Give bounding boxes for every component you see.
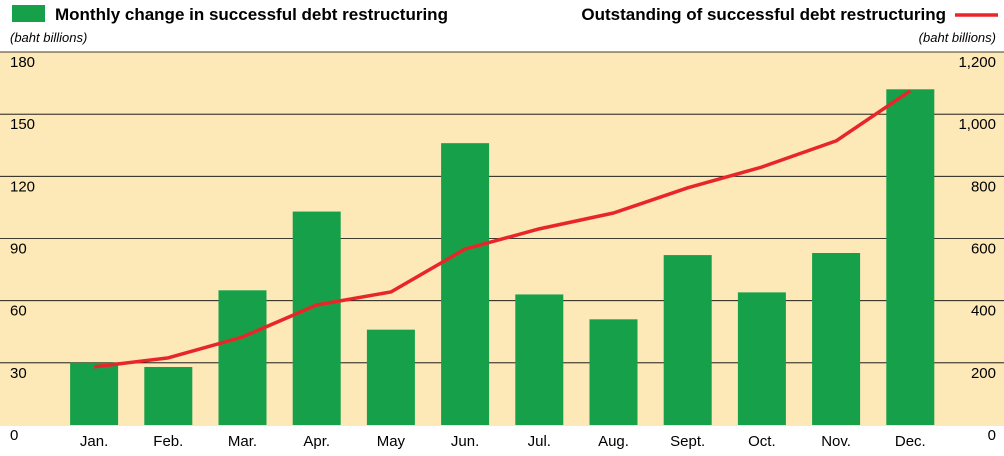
bar	[663, 255, 712, 425]
bar	[70, 362, 119, 425]
y-tick-label: 0	[10, 427, 18, 444]
y2-tick-label: 600	[971, 241, 996, 258]
y2-tick-label: 200	[971, 365, 996, 382]
bar	[589, 319, 638, 425]
y2-tick-label: 1,000	[958, 116, 996, 133]
legend-label: Monthly change in successful debt restru…	[55, 5, 448, 24]
y2-tick-label: 400	[971, 303, 996, 320]
y2-tick-label: 1,200	[958, 54, 996, 71]
bar	[441, 143, 490, 425]
bar	[144, 366, 193, 425]
y-tick-label: 120	[10, 178, 35, 195]
y-tick-label: 90	[10, 241, 27, 258]
bar	[366, 329, 415, 425]
y-tick-label: 60	[10, 303, 27, 320]
x-tick-label: Jul.	[528, 433, 551, 450]
x-tick-label: Nov.	[821, 433, 851, 450]
y-tick-label: 30	[10, 365, 27, 382]
x-tick-label: Oct.	[748, 433, 776, 450]
y2-tick-label: 0	[988, 427, 996, 444]
x-tick-label: Apr.	[303, 433, 330, 450]
legend-swatch	[12, 5, 45, 22]
y2-axis-label: (baht billions)	[919, 30, 996, 45]
x-tick-label: Mar.	[228, 433, 257, 450]
bar	[812, 253, 861, 425]
line	[93, 89, 912, 369]
y2-tick-label: 800	[971, 178, 996, 195]
y-tick-label: 150	[10, 116, 35, 133]
bar	[218, 290, 267, 425]
x-tick-label: Jan.	[80, 433, 108, 450]
x-tick-label: Aug.	[598, 433, 629, 450]
bar	[515, 294, 564, 425]
x-tick-label: Feb.	[153, 433, 183, 450]
x-tick-label: Jun.	[451, 433, 479, 450]
bar	[886, 89, 935, 426]
x-tick-label: Sept.	[670, 433, 705, 450]
bar	[737, 292, 786, 425]
legend-label: Outstanding of successful debt restructu…	[581, 5, 946, 24]
x-tick-label: Dec.	[895, 433, 926, 450]
y-axis-label: (baht billions)	[10, 30, 87, 45]
x-tick-label: May	[377, 433, 406, 450]
y-tick-label: 180	[10, 54, 35, 71]
bar	[292, 211, 341, 425]
